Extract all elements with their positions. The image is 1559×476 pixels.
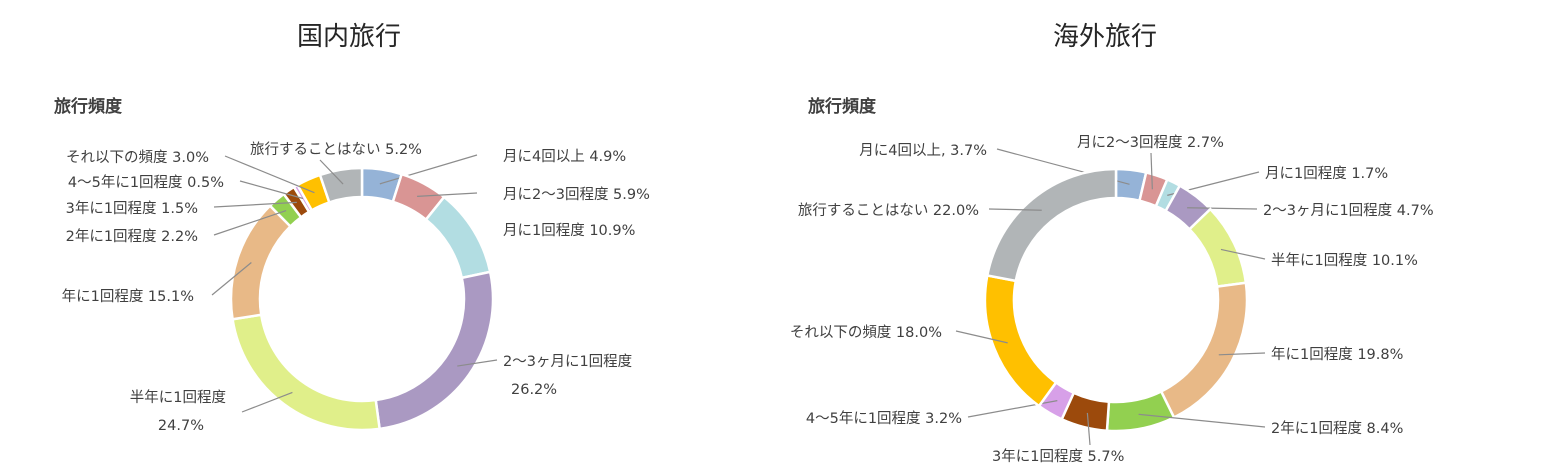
chart-title: 国内旅行 — [297, 22, 402, 52]
data-label: 月に1回程度 10.9% — [503, 222, 635, 239]
data-label: 3年に1回程度 5.7% — [992, 448, 1124, 465]
chart-subtitle: 旅行頻度 — [54, 97, 122, 117]
data-label: 年に1回程度 19.8% — [1271, 346, 1403, 363]
donut-slice — [318, 166, 364, 204]
data-label: 月に4回以上 4.9% — [503, 148, 626, 165]
leader-line — [319, 159, 344, 185]
donut-chart: 月に4回以上 4.9% 月に2〜3回程度 5.9% 月に1回程度 10.9% 2〜3ヶ… — [62, 141, 650, 434]
chart-domestic: 国内旅行 旅行頻度 月に4回以上 4.9% 月に2〜3回程度 5.9% 月に1回程度… — [54, 22, 650, 434]
leader-line — [1150, 152, 1153, 190]
donut-slice — [1187, 207, 1248, 288]
leader-line — [211, 262, 252, 296]
leader-line — [1086, 412, 1091, 446]
data-label: 旅行することはない 22.0% — [798, 202, 979, 219]
data-label: 半年に1回程度 10.1% — [1271, 252, 1418, 269]
chart-overseas: 海外旅行 旅行頻度 月に4回以上, 3.7% 月に2〜3回程度 2.7% 月に1回程… — [780, 0, 1559, 476]
leader-line — [1218, 352, 1266, 356]
data-label: 2年に1回程度 8.4% — [1271, 420, 1403, 437]
donut-slice — [1159, 281, 1249, 420]
leader-line — [379, 154, 478, 185]
data-label: 3年に1回程度 1.5% — [66, 200, 198, 217]
leader-line — [417, 192, 478, 197]
leader-line — [1187, 207, 1258, 210]
leader-line — [1138, 413, 1266, 428]
data-label: 2年に1回程度 2.2% — [66, 228, 198, 245]
donut-slice — [374, 270, 495, 431]
leader-line — [1220, 248, 1266, 260]
data-label: 月に1回程度 1.7% — [1265, 165, 1388, 182]
data-label: 月に2〜3回程度 5.9% — [503, 186, 650, 203]
donut-slice — [1105, 389, 1176, 433]
donut-slice — [424, 195, 492, 280]
data-label: 旅行することはない 5.2% — [250, 141, 422, 158]
leader-line — [955, 330, 1008, 344]
data-label: 4〜5年に1回程度 0.5% — [68, 174, 224, 191]
chart-title: 海外旅行 — [1053, 22, 1158, 52]
data-label: それ以下の頻度 18.0% — [790, 324, 942, 341]
donut-slice — [229, 203, 293, 321]
donut-chart: 月に4回以上, 3.7% 月に2〜3回程度 2.7% 月に1回程度 1.7% 2〜3ヶ… — [790, 134, 1434, 465]
data-label: それ以下の頻度 3.0% — [66, 149, 209, 166]
leader-line — [213, 201, 297, 208]
leader-line — [241, 391, 293, 413]
leader-line — [213, 210, 287, 236]
leader-line — [988, 208, 1042, 211]
leader-line — [457, 359, 498, 367]
donut-slice — [985, 167, 1118, 283]
data-label: 2〜3ヶ月に1回程度 26.2% — [503, 353, 632, 398]
data-label: 年に1回程度 15.1% — [62, 288, 194, 305]
donut-slice — [231, 313, 382, 432]
chart-subtitle: 旅行頻度 — [808, 97, 876, 117]
leader-line — [224, 155, 315, 194]
data-label: 4〜5年に1回程度 3.2% — [806, 410, 962, 427]
data-label: 半年に1回程度 24.7% — [130, 389, 226, 434]
data-label: 月に2〜3回程度 2.7% — [1077, 134, 1224, 151]
data-label: 月に4回以上, 3.7% — [859, 142, 987, 159]
leader-line — [239, 180, 304, 200]
data-label: 2〜3ヶ月に1回程度 4.7% — [1263, 202, 1434, 219]
